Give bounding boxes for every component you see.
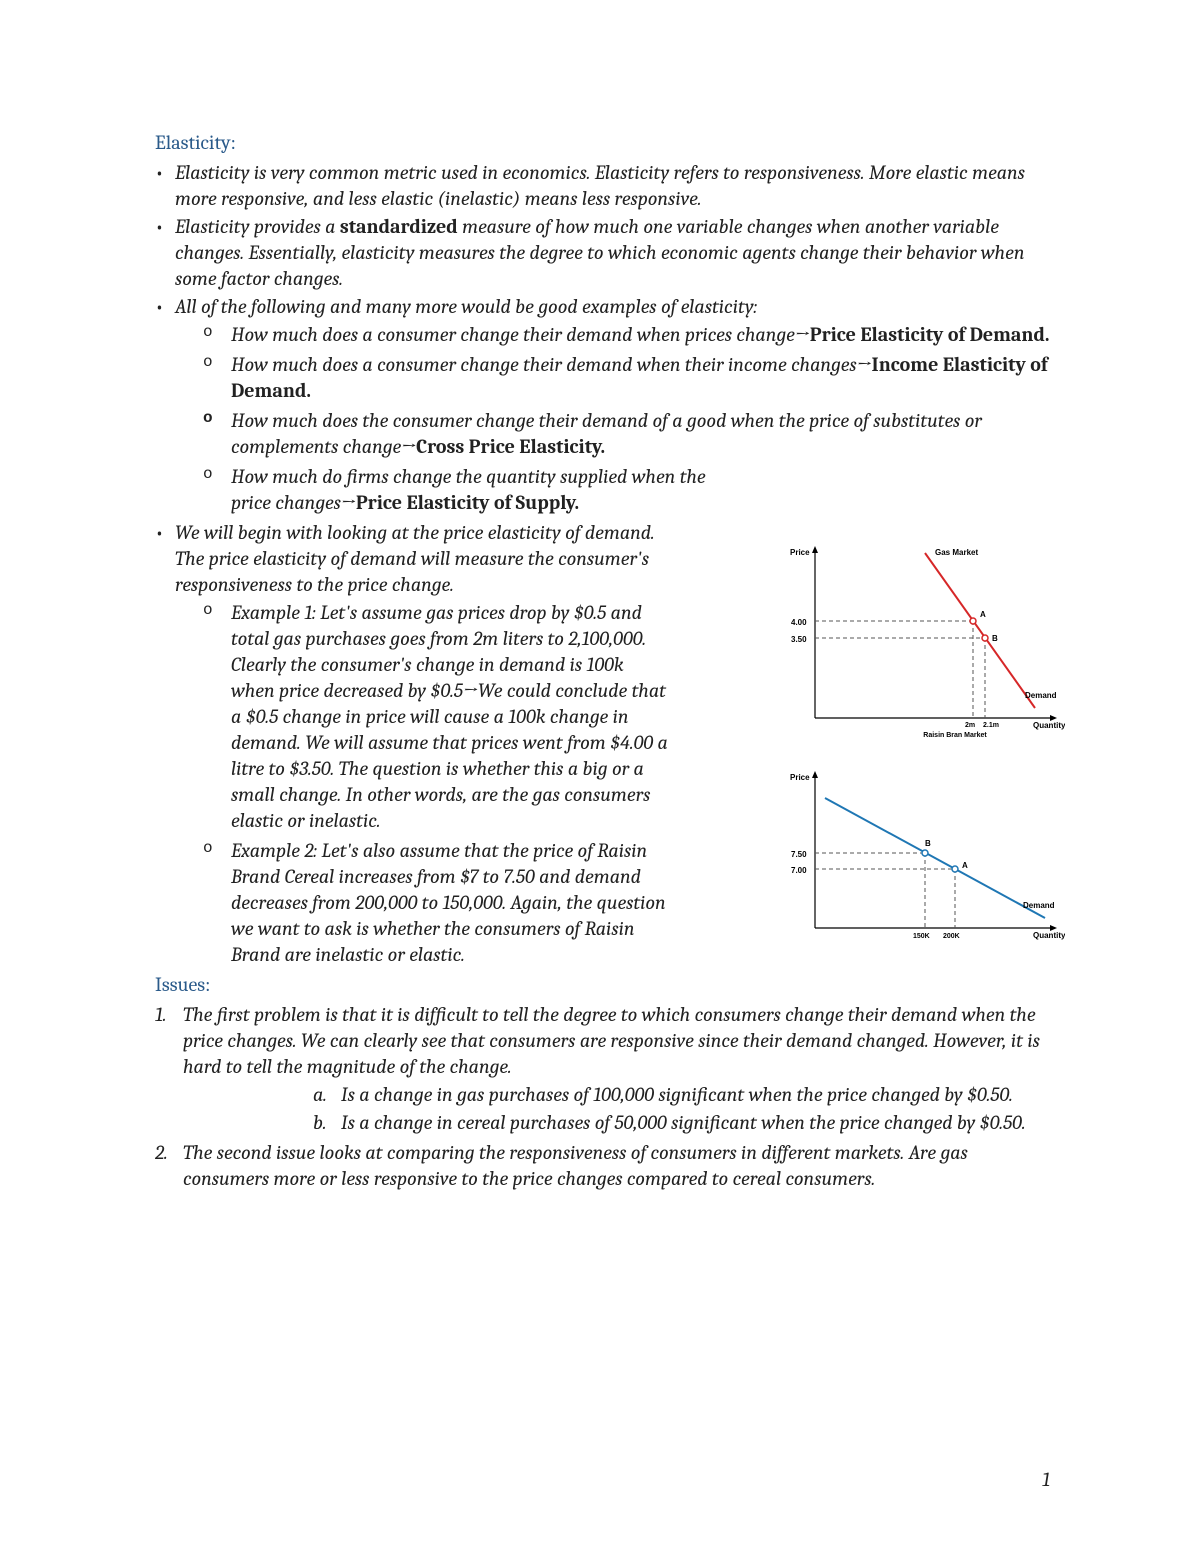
document-page: Elasticity: Elasticity is very common me… <box>0 0 1200 1553</box>
svg-text:3.50: 3.50 <box>791 635 807 644</box>
bullet-2-pre: Elasticity provides a <box>175 215 340 238</box>
svg-text:Raisin Bran Market: Raisin Bran Market <box>923 732 987 739</box>
svg-text:B: B <box>992 634 998 643</box>
svg-text:Gas Market: Gas Market <box>935 548 978 557</box>
issue-2: 2.The second issue looks at comparing th… <box>155 1140 1050 1192</box>
issue-1-text: The first problem is that it is difficul… <box>183 1003 1040 1078</box>
raisin-bran-chart: A B Price Quantity Demand 7.50 7.00 150K… <box>785 758 1065 958</box>
svg-text:B: B <box>925 839 931 848</box>
bullet-2: Elasticity provides a standardized measu… <box>155 214 1050 292</box>
svg-text:4.00: 4.00 <box>791 618 807 627</box>
s4-bold: Price Elasticity of Supply. <box>356 491 579 514</box>
bullet-1: Elasticity is very common metric used in… <box>155 160 1050 212</box>
svg-text:2.1m: 2.1m <box>983 722 999 729</box>
ex1-text: Example 1: Let's assume gas prices drop … <box>231 601 668 832</box>
s1-pre: How much does a consumer change their de… <box>231 323 810 346</box>
sub-price-elasticity: How much does a consumer change their de… <box>203 322 1050 348</box>
sub-income-elasticity: How much does a consumer change their de… <box>203 352 1050 404</box>
issue-1-sublist: a.Is a change in gas purchases of 100,00… <box>313 1082 1050 1136</box>
svg-text:Price: Price <box>790 773 810 782</box>
issue-2-text: The second issue looks at comparing the … <box>183 1141 968 1190</box>
heading-elasticity: Elasticity: <box>155 130 1050 156</box>
heading-issues: Issues: <box>155 972 1050 998</box>
bullet-3: All of the following and many more would… <box>155 294 1050 516</box>
svg-text:Quantity: Quantity <box>1033 721 1065 730</box>
ex2-text: Example 2: Let's also assume that the pr… <box>231 839 666 966</box>
s3-bold: Cross Price Elasticity. <box>416 435 605 458</box>
issue-1: 1.The first problem is that it is diffic… <box>155 1002 1050 1136</box>
page-number: 1 <box>1042 1467 1050 1493</box>
bullet-3-text: All of the following and many more would… <box>175 295 757 318</box>
s1-bold: Price Elasticity of Demand. <box>810 323 1050 346</box>
sub-cross-price: How much does the consumer change their … <box>203 408 1050 460</box>
issue-1a-text: Is a change in gas purchases of 100,000 … <box>341 1083 1013 1106</box>
s3-pre: How much does the consumer change their … <box>231 409 982 458</box>
s2-pre: How much does a consumer change their de… <box>231 353 872 376</box>
bullet-1-text: Elasticity is very common metric used in… <box>175 161 1025 210</box>
svg-text:7.00: 7.00 <box>791 866 807 875</box>
svg-text:200K: 200K <box>943 933 960 940</box>
svg-text:A: A <box>980 610 986 619</box>
issue-1b-text: Is a change in cereal purchases of 50,00… <box>341 1111 1026 1134</box>
issue-1b: b.Is a change in cereal purchases of 50,… <box>313 1110 1050 1136</box>
svg-text:150K: 150K <box>913 933 930 940</box>
elasticity-types-list: How much does a consumer change their de… <box>203 322 1050 516</box>
charts-container: A B Price Quantity Gas Market Demand 4.0… <box>785 543 1065 973</box>
bullet-2-bold: standardized <box>340 215 458 238</box>
svg-text:Demand: Demand <box>1023 901 1055 910</box>
svg-text:Price: Price <box>790 548 810 557</box>
issues-list: 1.The first problem is that it is diffic… <box>155 1002 1050 1192</box>
svg-text:2m: 2m <box>965 722 975 729</box>
svg-text:Quantity: Quantity <box>1033 931 1065 940</box>
svg-text:A: A <box>962 861 968 870</box>
svg-text:Demand: Demand <box>1025 691 1057 700</box>
sub-supply-elasticity: How much do firms change the quantity su… <box>203 464 1050 516</box>
issue-1a: a.Is a change in gas purchases of 100,00… <box>313 1082 1050 1108</box>
svg-text:7.50: 7.50 <box>791 850 807 859</box>
bullet-4-text: We will begin with looking at the price … <box>175 521 655 596</box>
gas-market-chart: A B Price Quantity Gas Market Demand 4.0… <box>785 543 1065 743</box>
